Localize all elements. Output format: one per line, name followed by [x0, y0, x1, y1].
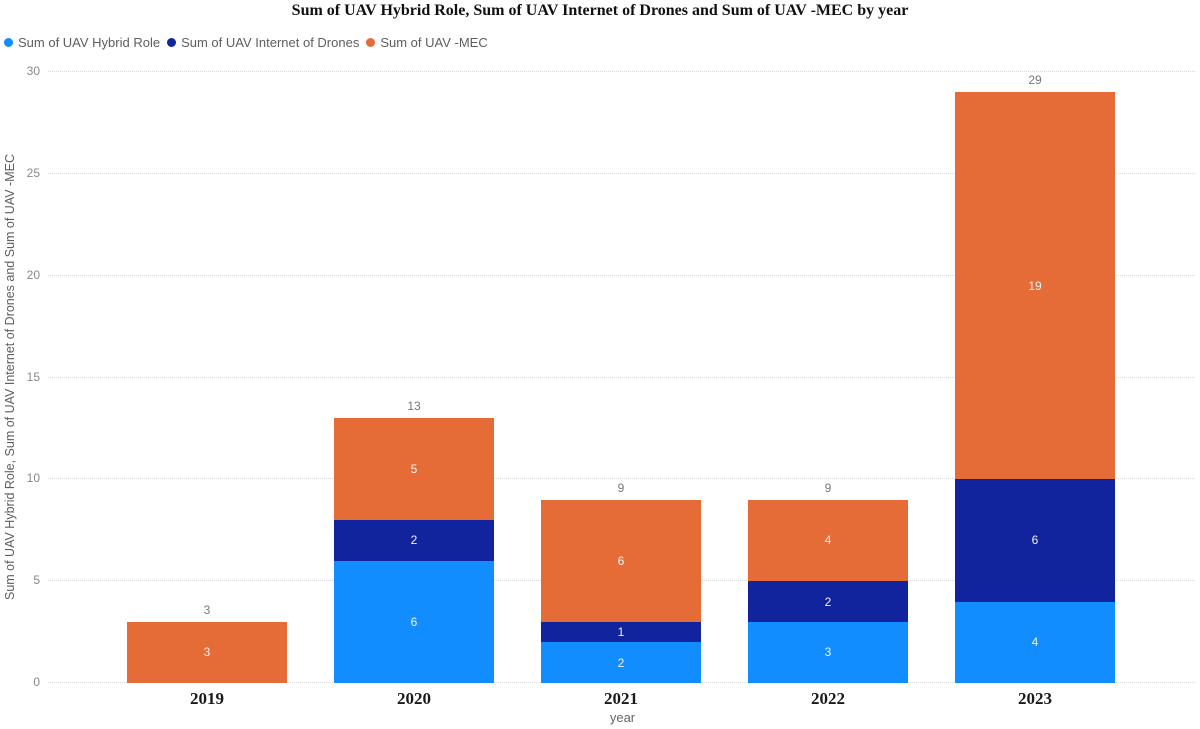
bar-total-label: 9 [824, 480, 832, 495]
x-axis-title: year [609, 710, 636, 725]
bar-segment[interactable]: 1 [541, 621, 701, 643]
bar-segment[interactable]: 2 [334, 520, 494, 561]
bar-segment-label: 4 [1031, 635, 1039, 650]
legend-item[interactable]: Sum of UAV Internet of Drones [167, 35, 359, 50]
gridline [48, 274, 1195, 276]
bar-segment[interactable]: 2 [541, 642, 701, 683]
bar-total-label: 29 [1028, 73, 1042, 88]
chart-title: Sum of UAV Hybrid Role, Sum of UAV Inter… [291, 2, 909, 19]
bar-total-label: 3 [203, 602, 211, 617]
bar-segment[interactable]: 2 [748, 581, 908, 622]
bar-segment-label: 19 [1028, 278, 1042, 293]
y-tick-label: 15 [26, 369, 40, 384]
bar-segment[interactable]: 19 [955, 92, 1115, 480]
plot-area: year 3 3 2019 6 2 5 13 2020 2 1 6 9 2021 3 2 4 9 2022 4 6 19… [48, 71, 1197, 725]
gridline [48, 376, 1195, 378]
bar-segment[interactable]: 3 [748, 621, 908, 683]
bar-segment-label: 2 [410, 533, 418, 548]
legend-label: Sum of UAV -MEC [380, 35, 488, 50]
gridline [48, 478, 1195, 480]
legend-marker-icon [167, 38, 177, 47]
x-category-label: 2023 [1018, 689, 1052, 708]
legend-label: Sum of UAV Hybrid Role [18, 35, 161, 50]
y-tick-label: 10 [26, 471, 40, 486]
bar-segment-label: 2 [824, 594, 832, 609]
bar-segment-label: 5 [410, 462, 418, 477]
bar-segment-label: 2 [617, 655, 625, 670]
x-category-label: 2020 [397, 689, 431, 708]
y-tick-label: 25 [26, 165, 40, 180]
bar-segment[interactable]: 3 [127, 621, 287, 683]
bar-segment[interactable]: 6 [334, 560, 494, 683]
bar-segment[interactable]: 6 [955, 479, 1115, 602]
bar-segment-label: 1 [617, 625, 625, 640]
legend-item[interactable]: Sum of UAV -MEC [366, 35, 488, 50]
legend-marker-icon [366, 38, 376, 47]
gridline [48, 172, 1195, 174]
y-tick-label: 5 [33, 573, 40, 588]
bar-segment[interactable]: 5 [334, 418, 494, 521]
x-category-label: 2019 [190, 689, 224, 708]
bar-segment-label: 6 [617, 553, 625, 568]
bar-total-label: 13 [407, 399, 421, 414]
gridline [48, 71, 1195, 72]
bar-total-label: 9 [617, 480, 625, 495]
bar-segment-label: 6 [410, 614, 418, 629]
x-category-label: 2022 [811, 689, 845, 708]
bar-segment-label: 3 [203, 645, 211, 660]
legend-label: Sum of UAV Internet of Drones [181, 35, 360, 50]
bar-segment[interactable]: 4 [748, 499, 908, 582]
y-tick-label: 20 [26, 267, 40, 282]
y-tick-label: 30 [26, 64, 40, 78]
bar-segment-label: 3 [824, 645, 832, 660]
y-tick-label: 0 [33, 675, 40, 689]
legend-item[interactable]: Sum of UAV Hybrid Role [4, 35, 160, 50]
x-category-label: 2021 [604, 689, 638, 708]
legend-marker-icon [4, 38, 13, 47]
bar-segment-label: 6 [1031, 533, 1039, 548]
bar-segment-label: 4 [824, 533, 832, 548]
bar-segment[interactable]: 4 [955, 601, 1115, 683]
bar-segment[interactable]: 6 [541, 499, 701, 622]
legend: Sum of UAV Hybrid Role Sum of UAV Interne… [4, 35, 488, 50]
